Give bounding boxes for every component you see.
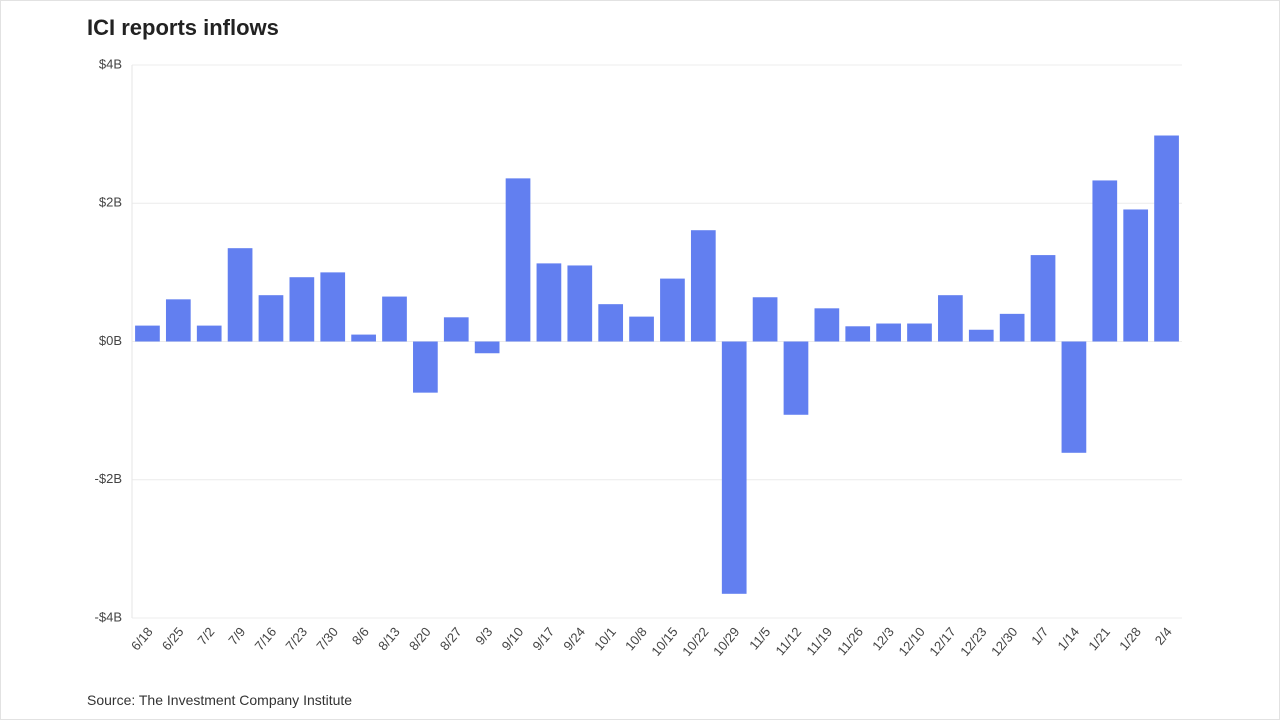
bar xyxy=(876,323,901,342)
bar xyxy=(907,323,932,342)
bar xyxy=(845,326,871,342)
bar xyxy=(783,341,809,415)
bar xyxy=(814,308,840,342)
bar xyxy=(474,341,500,354)
y-tick-label: -$4B xyxy=(95,609,122,624)
bar xyxy=(690,230,716,342)
y-tick-label: $2B xyxy=(99,195,122,210)
bar xyxy=(289,277,315,342)
bar xyxy=(505,178,531,342)
bar xyxy=(968,329,994,342)
bar xyxy=(320,272,346,342)
bar xyxy=(135,325,160,342)
bar xyxy=(351,334,376,342)
bar xyxy=(1123,209,1149,342)
bar xyxy=(165,299,191,342)
bar xyxy=(752,297,778,342)
bar xyxy=(629,316,654,342)
bar xyxy=(536,263,562,342)
bar xyxy=(721,341,747,594)
y-tick-label: -$2B xyxy=(95,471,122,486)
source: Source: The Investment Company Institute xyxy=(87,692,352,708)
y-tick-label: $4B xyxy=(99,56,122,71)
bar xyxy=(382,296,407,342)
chart-title: ICI reports inflows xyxy=(87,15,279,40)
bar xyxy=(258,295,284,342)
bar xyxy=(227,248,253,342)
bar xyxy=(1030,255,1056,342)
y-tick-label: $0B xyxy=(99,333,122,348)
bar xyxy=(660,278,685,342)
bar xyxy=(938,295,963,342)
bar xyxy=(196,325,222,342)
bar xyxy=(1061,341,1087,453)
bar xyxy=(567,265,593,342)
bar xyxy=(1092,180,1118,342)
bar xyxy=(413,341,438,393)
bar xyxy=(1154,135,1179,342)
bar xyxy=(443,317,469,342)
bar xyxy=(999,313,1025,342)
bar xyxy=(598,304,624,342)
